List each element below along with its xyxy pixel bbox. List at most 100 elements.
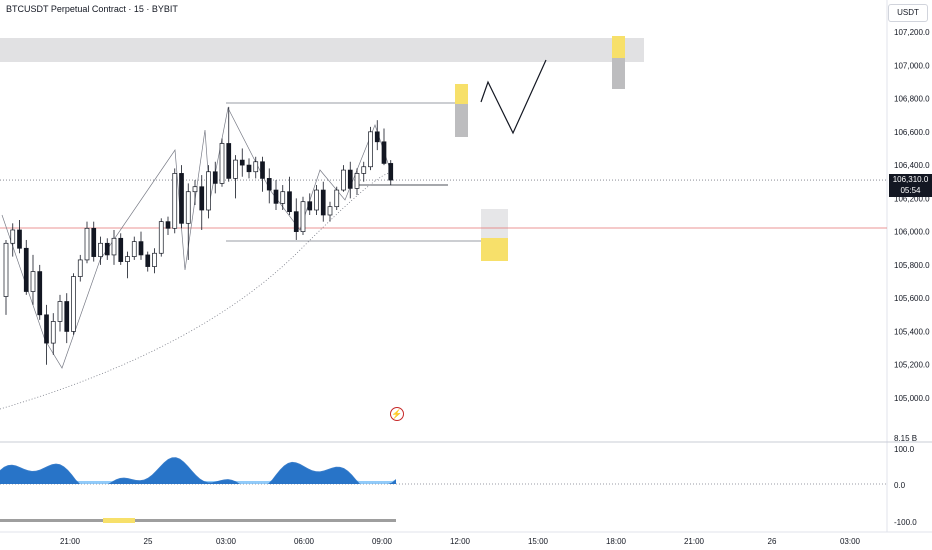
candle-body [334,189,340,208]
candle-body [300,201,306,232]
candle-body [44,314,49,344]
candle-body [307,201,313,211]
zigzag-pattern [1,106,393,369]
oscillator-pane: 8.15 B 100.0 0.0 -100.0 [0,434,917,527]
entry-box-yellow [455,84,468,104]
time-tick-label: 18:00 [606,537,627,546]
candle-body [212,171,218,184]
price-tick-label: 106,200.0 [894,194,930,203]
time-tick-label: 12:00 [450,537,471,546]
candle-body [131,241,137,257]
price-tick-label: 105,800.0 [894,261,930,270]
candle-body [138,241,144,256]
candle-body [354,173,360,189]
price-grid [0,0,932,533]
candle-body [111,237,117,256]
target-box-gray [612,58,625,89]
candle-body [327,206,333,216]
time-tick-label: 15:00 [528,537,549,546]
price-tick-label: 106,600.0 [894,128,930,137]
candle-body [104,242,110,256]
candle-body [50,321,56,344]
candle-body [341,169,346,191]
time-tick-label: 03:00 [216,537,237,546]
last-price-value: 106,310.0 [892,175,929,184]
currency-button[interactable]: USDT [888,4,928,22]
candle-body [165,221,171,229]
projection-path [480,59,547,135]
candle-body [23,247,29,292]
candle-body [368,131,373,168]
osc-tick-label: 0.0 [894,481,906,490]
price-tick-label: 107,000.0 [894,61,930,70]
candle-body [273,189,279,204]
candle-body [158,221,164,254]
candle-body [253,161,259,173]
candle-body [10,229,16,244]
time-tick-label: 21:00 [60,537,81,546]
demand-box-gray [481,209,508,238]
candle-body [125,256,130,262]
candle-body [57,301,63,322]
lightning-icon[interactable]: ⚡ [390,407,404,421]
last-price-tag: 106,310.0 05:54 [889,174,932,197]
price-tick-label: 105,200.0 [894,361,930,370]
candle-body [347,169,353,189]
osc-tick-label: -100.0 [894,518,917,527]
candle-body [77,259,83,277]
price-tick-label: 105,600.0 [894,294,930,303]
time-axis[interactable]: 21:00 25 03:00 06:00 09:00 12:00 15:00 18:00 21:… [60,537,861,546]
drawing-annotations [0,59,887,410]
candle-body [71,276,76,332]
candle-body [239,159,245,166]
candle-body [145,254,151,267]
candle-body [233,159,238,179]
volume-strip [0,519,396,522]
price-tick-label: 106,800.0 [894,95,930,104]
candle-body [199,186,205,211]
candle-body [361,166,367,174]
candle-body [17,229,22,249]
osc-area-dark [0,457,396,484]
candle-body [293,211,299,232]
price-tick-label: 105,400.0 [894,327,930,336]
demand-box-yellow [481,238,508,261]
candle-body [30,271,36,292]
candle-body [84,227,90,261]
candle-body [64,301,70,332]
candle-body [260,161,265,179]
supply-zone [0,38,644,62]
candle-body [3,242,9,297]
candle-body [246,164,252,173]
candle-body [266,178,272,191]
osc-tick-label: 100.0 [894,445,915,454]
candle-body [374,131,380,143]
time-tick-label: 09:00 [372,537,393,546]
candle-body [152,252,157,267]
time-tick-label: 03:00 [840,537,861,546]
candle-body [37,271,43,316]
price-tick-label: 107,200.0 [894,28,930,37]
bar-countdown: 05:54 [900,186,921,195]
candle-body [287,191,292,213]
volume-highlight [103,518,135,523]
volume-badge: 8.15 B [894,434,917,443]
candle-body [91,227,97,257]
candle-body [314,189,319,211]
candle-body [381,141,387,164]
candle-body [388,163,394,181]
trend-curve [0,172,393,410]
trade-zones [0,36,644,261]
candle-body [192,186,198,193]
chart-title: BTCUSDT Perpetual Contract · 15 · BYBIT [6,4,178,14]
candle-body [219,143,225,184]
candle-body [185,191,191,224]
time-tick-label: 21:00 [684,537,705,546]
candle-body [98,242,103,257]
price-axis[interactable]: 107,200.0 107,000.0 106,800.0 106,600.0 106,… [894,28,930,403]
price-tick-label: 105,000.0 [894,394,930,403]
time-tick-label: 06:00 [294,537,315,546]
candle-body [118,237,124,262]
candle-body [172,173,178,229]
